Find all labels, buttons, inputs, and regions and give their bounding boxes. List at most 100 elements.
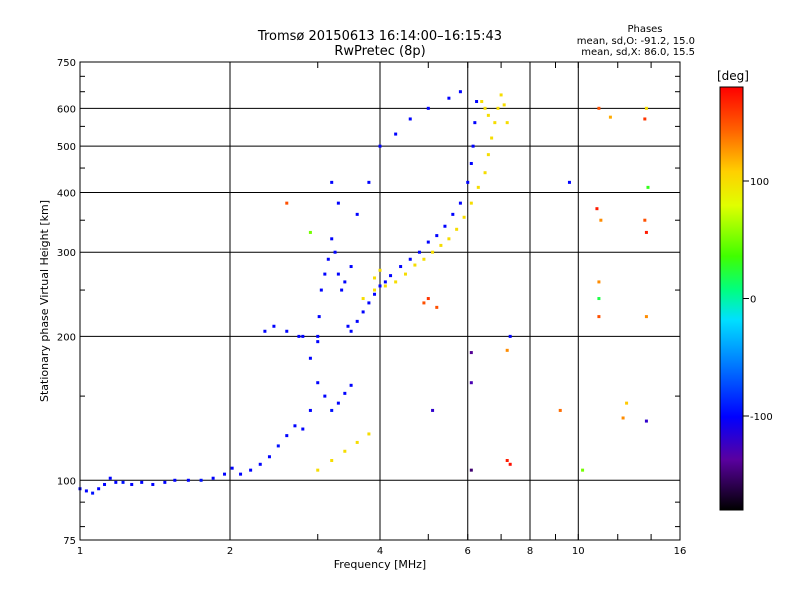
data-point-series-0 <box>258 462 262 466</box>
data-point-series-0 <box>301 427 305 431</box>
data-point-series-0 <box>230 466 234 470</box>
data-point-series-0 <box>276 444 280 448</box>
y-axis-label: Stationary phase Virtual Height [km] <box>38 200 51 402</box>
data-point-series-0 <box>326 257 330 261</box>
colorbar-ticks: 100 0 -100 <box>743 177 773 423</box>
colorbar: [deg] 100 0 -100 <box>717 69 773 511</box>
colorbar-gradient <box>719 86 744 511</box>
phase-info: Phases mean, sd,O: -91.2, 15.0 mean, sd,… <box>577 24 695 58</box>
data-point-series-0 <box>426 240 430 244</box>
data-point-series-2 <box>597 297 601 301</box>
data-point-series-0 <box>285 434 289 438</box>
data-point-series-2 <box>644 106 648 110</box>
data-point-series-0 <box>443 224 447 228</box>
data-point-series-2 <box>469 351 473 355</box>
colorbar-tick-label: 0 <box>750 295 756 306</box>
data-point-series-0 <box>408 117 412 121</box>
colorbar-tick-label: 100 <box>750 177 769 188</box>
data-point-series-1 <box>439 243 443 247</box>
data-point-series-0 <box>319 288 323 292</box>
data-point-series-1 <box>480 100 484 104</box>
data-point-series-0 <box>108 476 112 480</box>
data-point-series-0 <box>458 201 462 205</box>
data-point-series-0 <box>349 383 353 387</box>
data-point-series-0 <box>301 334 305 338</box>
data-point-series-0 <box>151 482 155 486</box>
data-point-series-0 <box>349 265 353 269</box>
data-point-series-1 <box>502 103 506 107</box>
data-point-series-0 <box>323 394 327 398</box>
data-point-series-1 <box>343 449 347 453</box>
data-point-series-2 <box>643 117 647 121</box>
x-axis-label: Frequency [MHz] <box>334 558 426 571</box>
y-tick-label: 300 <box>57 248 76 259</box>
data-point-series-0 <box>336 401 340 405</box>
data-point-series-2 <box>508 462 512 466</box>
y-tick-label: 200 <box>57 332 76 343</box>
y-tick-label: 750 <box>57 58 76 69</box>
grid <box>79 61 681 541</box>
data-point-series-2 <box>558 408 562 412</box>
data-point-series-0 <box>367 180 371 184</box>
data-point-series-0 <box>285 329 289 333</box>
data-point-series-2 <box>285 201 289 205</box>
data-point-series-1 <box>426 297 430 301</box>
data-point-series-1 <box>455 227 459 231</box>
x-tick-label: 8 <box>527 546 533 557</box>
chart-title-group: Tromsø 20150613 16:14:00–16:15:43 RwPret… <box>257 29 502 59</box>
data-point-series-0 <box>316 334 320 338</box>
data-point-series-1 <box>493 121 497 125</box>
data-point-series-0 <box>267 455 271 459</box>
data-point-series-0 <box>458 90 462 94</box>
x-axis-ticks: 1 2 4 6 8 10 16 <box>77 62 687 557</box>
data-point-series-0 <box>84 489 88 493</box>
data-point-series-1 <box>469 201 473 205</box>
data-point-series-0 <box>343 391 347 395</box>
data-point-series-0 <box>469 161 473 165</box>
x-tick-label: 1 <box>77 546 83 557</box>
data-point-series-0 <box>114 480 118 484</box>
data-point-series-1 <box>499 93 503 97</box>
data-point-series-0 <box>173 478 177 482</box>
data-point-series-1 <box>330 458 334 462</box>
y-tick-label: 75 <box>63 536 76 547</box>
data-point-series-1 <box>505 121 509 125</box>
y-tick-label: 500 <box>57 142 76 153</box>
data-point-series-0 <box>317 315 321 319</box>
data-point-series-0 <box>330 180 334 184</box>
data-point-series-0 <box>473 121 477 125</box>
data-point-series-0 <box>451 212 455 216</box>
data-point-series-0 <box>140 480 144 484</box>
data-point-series-2 <box>597 106 601 110</box>
data-point-series-1 <box>483 171 487 175</box>
phase-info-x: mean, sd,X: 86.0, 15.5 <box>581 47 695 58</box>
data-point-series-1 <box>413 263 417 267</box>
data-point-series-0 <box>389 274 393 278</box>
colorbar-tick-label: -100 <box>750 412 773 423</box>
data-point-series-1 <box>490 136 494 140</box>
data-point-series-0 <box>293 424 297 428</box>
data-point-series-0 <box>130 482 134 486</box>
data-point-series-2 <box>608 115 612 119</box>
data-point-series-0 <box>383 280 387 284</box>
data-point-series-2 <box>505 348 509 352</box>
data-point-series-2 <box>621 416 625 420</box>
data-point-series-0 <box>361 310 365 314</box>
data-point-series-2 <box>625 401 629 405</box>
data-point-series-1 <box>361 297 365 301</box>
data-point-series-1 <box>403 272 407 276</box>
data-point-series-1 <box>483 106 487 110</box>
data-point-series-0 <box>316 340 320 344</box>
data-point-series-0 <box>336 201 340 205</box>
data-point-series-0 <box>330 237 334 241</box>
data-point-series-0 <box>408 257 412 261</box>
data-point-series-1 <box>378 268 382 272</box>
chart-subtitle: RwPretec (8p) <box>334 44 425 59</box>
data-point-series-2 <box>597 315 601 319</box>
x-tick-label: 16 <box>674 546 687 557</box>
x-tick-label: 4 <box>377 546 383 557</box>
data-point-series-1 <box>355 440 359 444</box>
data-point-series-0 <box>378 144 382 148</box>
data-point-series-0 <box>340 288 344 292</box>
data-point-series-1 <box>476 185 480 189</box>
